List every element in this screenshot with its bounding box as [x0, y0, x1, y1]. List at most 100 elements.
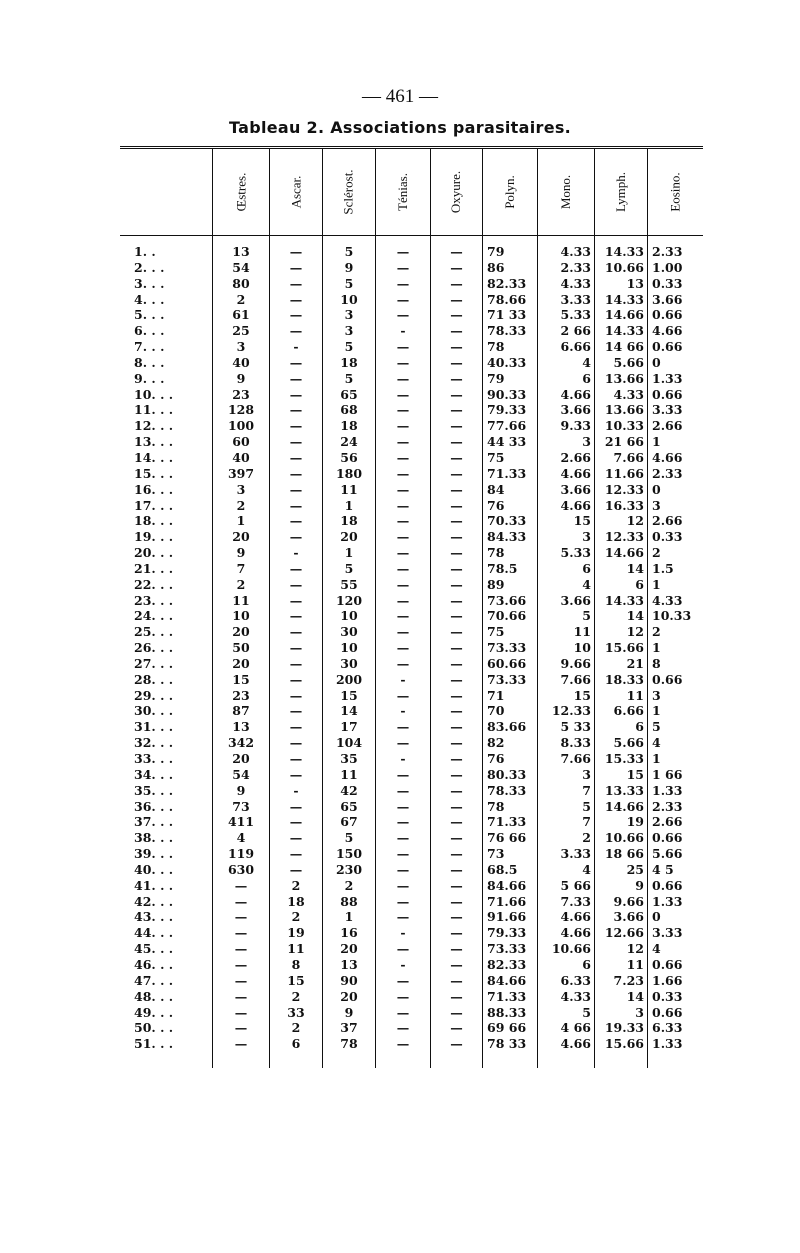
table-cell: 89 — [482, 576, 538, 593]
table-cell: 0.66 — [647, 877, 703, 894]
table-cell: — — [430, 275, 483, 292]
table-cell: 128 — [212, 402, 270, 419]
table-cell: 6 — [537, 560, 595, 577]
column-header: Oxyure. — [430, 146, 483, 236]
row-label: 12. . . — [134, 418, 174, 434]
table-cell: — — [269, 291, 323, 308]
table-cell: 70.33 — [482, 513, 538, 530]
table-cell: — — [375, 370, 431, 387]
table-cell: 1.5 — [647, 560, 703, 577]
table-cell: 23 — [212, 386, 270, 403]
table-cell: 16 — [322, 925, 376, 942]
table-cell: 79 — [482, 235, 538, 260]
table-cell: 2 — [647, 545, 703, 561]
table-cell: 6 — [269, 1036, 323, 1069]
table-cell: — — [375, 972, 431, 989]
column-header-label: Mono. — [558, 174, 573, 210]
table-cell: — — [375, 465, 431, 482]
table-cell: 2.66 — [647, 418, 703, 435]
table-cell: 30 — [322, 655, 376, 672]
table-cell: 20 — [212, 624, 270, 641]
table-cell: 4 5 — [647, 861, 703, 878]
table-row: 22. . . 2—55— —89 4 6 1 — [120, 576, 703, 593]
table-row: 28. . . 15—200- —73.33 7.66 18.33 0.66 — [120, 671, 703, 688]
table-cell: 84 — [482, 481, 538, 498]
table-cell: 2 — [269, 909, 323, 926]
table-cell: 61 — [212, 307, 270, 324]
table-cell: 13.66 — [594, 370, 648, 387]
table-cell: 78 — [482, 545, 538, 561]
table-row: 50. . . —2 37— —69 66 4 66 19.33 6.33 — [120, 1020, 703, 1037]
table-cell: 9 — [322, 259, 376, 276]
table-cell: — — [269, 275, 323, 292]
table-cell: 104 — [322, 735, 376, 751]
table-cell: 79 — [482, 370, 538, 387]
row-label: 47. . . — [134, 972, 174, 988]
table-cell: 1 — [322, 497, 376, 514]
table-cell: 5.66 — [594, 354, 648, 371]
table-row: 6. . . 25—3- —78.33 2 66 14.33 4.66 — [120, 323, 703, 340]
row-label: 30. . . — [134, 703, 174, 719]
table-cell: 6 — [594, 576, 648, 593]
table-cell: 76 — [482, 751, 538, 767]
table-cell: 14 66 — [594, 339, 648, 355]
row-label: 24. . . — [134, 608, 174, 624]
table-cell: — — [375, 592, 431, 609]
table-cell: — — [375, 339, 431, 355]
table-cell: 24 — [322, 434, 376, 450]
table-cell: 10 — [212, 608, 270, 625]
table-cell: 25 — [594, 861, 648, 878]
table-cell: 12 — [594, 513, 648, 530]
row-label: 38. . . — [134, 830, 174, 846]
table-row: 29. . . 23—15— —71 15 11 3 — [120, 687, 703, 704]
table-cell: 55 — [322, 576, 376, 593]
table-cell: — — [430, 449, 483, 466]
table-cell: 10.66 — [537, 941, 595, 957]
table-cell: — — [375, 354, 431, 371]
table-cell: — — [430, 291, 483, 308]
table-cell: 0 — [647, 909, 703, 926]
table-cell: 100 — [212, 418, 270, 435]
table-cell: — — [212, 1036, 270, 1069]
table-cell: — — [430, 1036, 483, 1069]
table-row: 21. . . 7—5— —78.5 6 14 1.5 — [120, 560, 703, 577]
table-cell: 14.66 — [594, 798, 648, 815]
table-cell: 21 66 — [594, 434, 648, 450]
table-cell: — — [430, 608, 483, 625]
table-cell: — — [430, 941, 483, 957]
table-cell: 4 — [537, 354, 595, 371]
row-label: 5. . . — [134, 307, 165, 323]
table-cell: 76 — [482, 497, 538, 514]
table-cell: 0.66 — [647, 307, 703, 324]
table-cell: 2 66 — [537, 323, 595, 340]
table-cell: — — [375, 655, 431, 672]
table-cell: — — [212, 1004, 270, 1021]
row-label: 34. . . — [134, 766, 174, 782]
table-cell: 16.33 — [594, 497, 648, 514]
table-cell: 119 — [212, 846, 270, 862]
table-cell: 84.33 — [482, 529, 538, 546]
table-cell: 1 — [647, 751, 703, 767]
table-cell: — — [430, 751, 483, 767]
table-row: 18. . . 1—18— —70.33 15 12 2.66 — [120, 513, 703, 530]
column-header-label: Lymph. — [613, 171, 628, 213]
table-cell: 15.66 — [594, 640, 648, 656]
table-cell: 40 — [212, 354, 270, 371]
table-cell: 8.33 — [537, 735, 595, 751]
table-cell: 1.33 — [647, 893, 703, 910]
table-cell: 73.33 — [482, 640, 538, 656]
table-cell: — — [430, 323, 483, 340]
table-cell: - — [375, 956, 431, 973]
table-cell: — — [212, 972, 270, 989]
table-row: 14. . . 40—56— —75 2.66 7.66 4.66 — [120, 449, 703, 466]
table-cell: 11.66 — [594, 465, 648, 482]
row-label: 10. . . — [134, 386, 174, 402]
table-cell: 20 — [212, 751, 270, 767]
table-cell: 18 66 — [594, 846, 648, 862]
table-cell: 3 — [647, 687, 703, 704]
table-cell: 5 33 — [537, 719, 595, 736]
table-cell: — — [430, 798, 483, 815]
table-cell: 79.33 — [482, 402, 538, 419]
table-cell: — — [430, 386, 483, 403]
table-cell: 15 — [537, 687, 595, 704]
